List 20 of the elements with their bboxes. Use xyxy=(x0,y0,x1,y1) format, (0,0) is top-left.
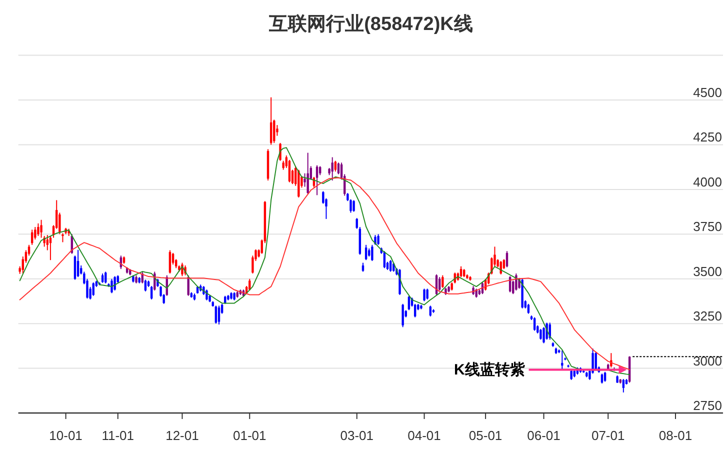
x-tick-label: 12-01 xyxy=(166,428,199,443)
x-tick-label: 03-01 xyxy=(340,428,374,443)
y-tick-label: 3250 xyxy=(693,308,722,324)
y-tick-label: 4500 xyxy=(693,85,722,100)
y-tick-label: 3500 xyxy=(693,264,722,279)
y-tick-label: 3750 xyxy=(693,219,722,234)
y-tick-label: 2750 xyxy=(693,398,722,413)
x-tick-label: 01-01 xyxy=(233,428,266,443)
y-tick-label: 3000 xyxy=(693,353,722,368)
y-tick-label: 4000 xyxy=(693,174,722,190)
x-tick-label: 08-01 xyxy=(658,428,692,443)
chart-title: 互联网行业(858472)K线 xyxy=(268,13,473,35)
x-tick-label: 11-01 xyxy=(102,428,134,443)
ref-line-label: K线蓝转紫 xyxy=(454,362,525,379)
x-tick-label: 05-01 xyxy=(468,428,502,443)
x-tick-label: 06-01 xyxy=(527,428,560,443)
x-tick-label: 04-01 xyxy=(408,428,441,443)
x-tick-label: 07-01 xyxy=(591,428,625,443)
x-tick-label: 10-01 xyxy=(49,428,82,443)
y-tick-label: 4250 xyxy=(693,130,722,145)
